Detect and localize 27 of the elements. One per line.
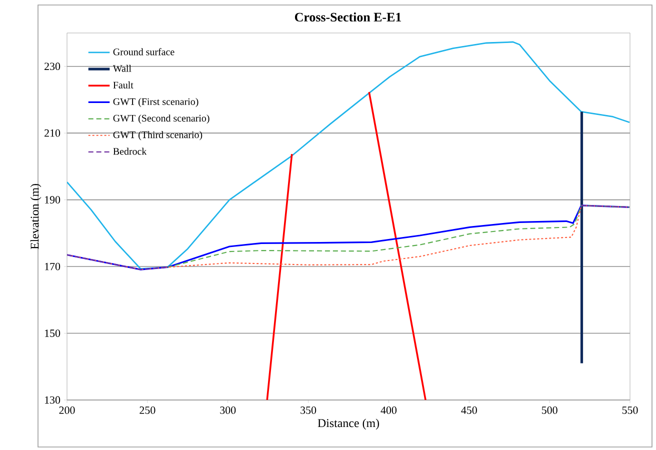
y-tick-label: 190 bbox=[45, 196, 60, 204]
y-tick-label: 230 bbox=[44, 62, 60, 70]
legend-label: Fault bbox=[113, 81, 134, 88]
x-tick-label: 550 bbox=[622, 406, 638, 414]
y-tick-label: 170 bbox=[45, 262, 60, 270]
x-tick-label: 500 bbox=[542, 406, 558, 414]
legend-label: Bedrock bbox=[113, 148, 147, 155]
y-tick-label: 210 bbox=[44, 129, 60, 137]
x-tick-label: 350 bbox=[300, 406, 316, 414]
x-tick-label: 200 bbox=[59, 406, 75, 414]
chart-title: Cross-Section E-E1 bbox=[294, 12, 401, 22]
line-series bbox=[166, 204, 630, 268]
legend-label: GWT (Second scenario) bbox=[113, 114, 210, 124]
x-tick-label: 450 bbox=[461, 406, 477, 414]
line-series bbox=[67, 41, 630, 270]
legend-label: GWT (First scenario) bbox=[113, 98, 198, 108]
line-series bbox=[67, 204, 630, 270]
x-tick-label: 300 bbox=[220, 406, 236, 414]
legend-label: GWT (Third scenario) bbox=[113, 131, 202, 140]
x-axis-title: Distance (m) bbox=[318, 418, 380, 430]
x-tick-label: 400 bbox=[380, 406, 397, 414]
y-tick-label: 150 bbox=[45, 330, 60, 337]
legend-label: Ground surface bbox=[113, 48, 174, 56]
x-tick-label: 250 bbox=[140, 406, 156, 414]
y-axis-title: Elevation (m) bbox=[30, 184, 42, 250]
y-tick-label: 130 bbox=[45, 396, 60, 404]
legend-label: Wall bbox=[112, 64, 132, 72]
